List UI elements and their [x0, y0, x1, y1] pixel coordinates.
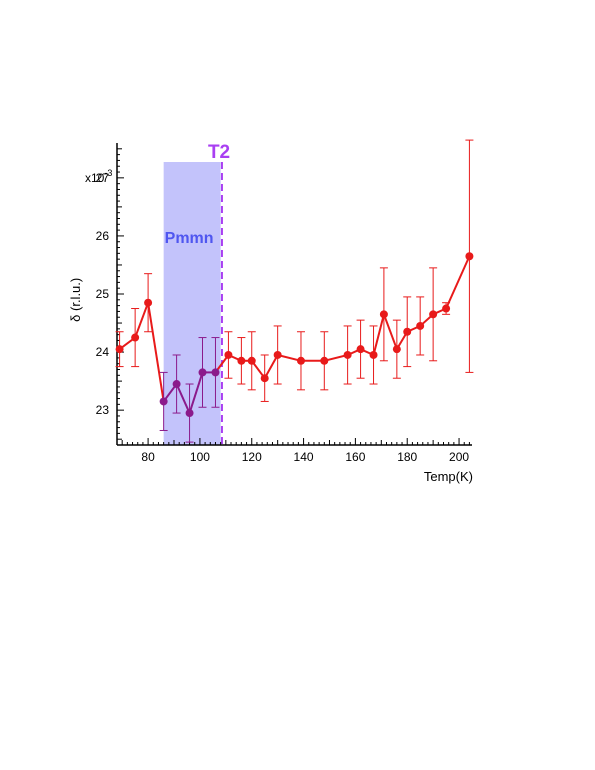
x-tick-label: 200 — [449, 450, 469, 464]
series-line-segment — [175, 383, 191, 414]
y-multiplier-exponent: -3 — [104, 168, 112, 178]
data-point — [224, 350, 233, 359]
series-line-segment — [134, 302, 150, 338]
data-point — [172, 380, 181, 389]
x-tick-label: 120 — [242, 450, 262, 464]
series-line-segment — [188, 372, 204, 414]
data-point — [273, 350, 282, 359]
x-tick-label: 80 — [141, 450, 155, 464]
data-point — [211, 368, 220, 377]
y-tick-label: 23 — [96, 403, 110, 417]
y-multiplier-label: x10-3 — [85, 168, 112, 185]
y-tick-label: 26 — [96, 229, 110, 243]
y-tick-label: 27 — [96, 171, 110, 185]
x-axis-label: Temp(K) — [424, 469, 473, 484]
series-line-segment — [445, 255, 471, 309]
data-point — [320, 356, 329, 365]
y-tick-label: 25 — [96, 287, 110, 301]
data-point — [260, 374, 269, 383]
data-point — [159, 397, 168, 406]
shaded-region-layer — [163, 162, 221, 445]
series-line-segment — [372, 314, 385, 356]
data-point — [465, 252, 474, 261]
series-line-segment — [277, 354, 302, 362]
data-point — [237, 356, 246, 365]
x-tick-label: 100 — [190, 450, 210, 464]
series-line-segment — [382, 313, 398, 350]
shaded-region-pmmn — [163, 162, 221, 445]
axes-layer: 23 24 25 26 27 80 100 120 140 160 180 200 — [96, 143, 472, 464]
data-point — [379, 310, 388, 319]
y-multiplier-base: x10 — [85, 171, 105, 185]
x-tick-label: 140 — [294, 450, 314, 464]
x-tick-label: 160 — [345, 450, 365, 464]
data-point — [131, 333, 140, 342]
y-tick-label: 24 — [96, 345, 110, 359]
data-point — [369, 350, 378, 359]
data-point — [115, 345, 124, 354]
data-point — [442, 304, 451, 313]
data-point — [247, 356, 256, 365]
data-point — [144, 298, 153, 307]
series-line-segment — [263, 354, 279, 379]
data-point — [198, 368, 207, 377]
data-point — [296, 356, 305, 365]
region-label-pmmn: Pmmn — [165, 230, 214, 247]
data-point — [416, 321, 425, 330]
data-point — [356, 345, 365, 354]
data-point — [392, 345, 401, 354]
labels-layer: Pmmn T2 Temp(K) δ (r.l.u.) x10-3 — [68, 142, 473, 484]
series-line-segment — [324, 354, 348, 362]
x-tick-label: 180 — [397, 450, 417, 464]
data-point — [403, 327, 412, 336]
data-point — [185, 409, 194, 418]
data-point — [343, 350, 352, 359]
series-line-segment — [147, 302, 165, 402]
series-layer — [115, 139, 474, 443]
y-axis-label: δ (r.l.u.) — [68, 278, 83, 322]
data-point — [429, 310, 438, 319]
vline-label-t2: T2 — [208, 142, 230, 163]
